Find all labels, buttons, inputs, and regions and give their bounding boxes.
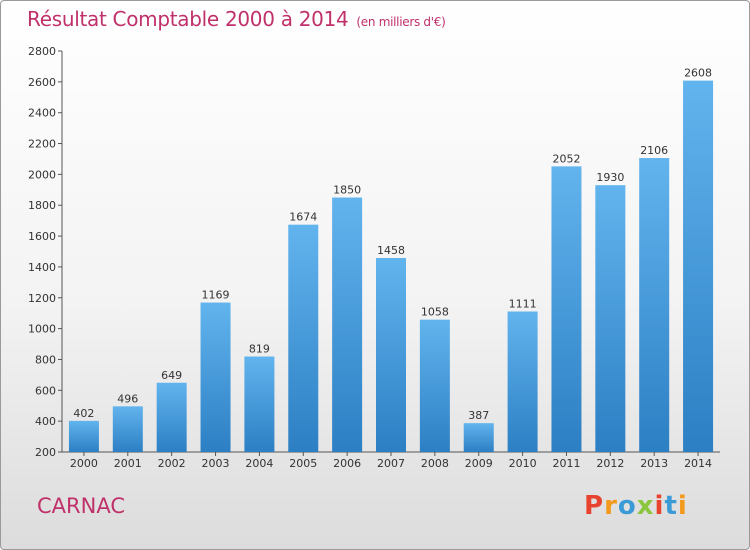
bar-2001 <box>112 406 143 452</box>
x-tick-label: 2002 <box>158 457 186 470</box>
bar-2008 <box>419 319 450 452</box>
data-label-2010: 1111 <box>509 297 537 310</box>
data-label-2014: 2608 <box>684 67 712 80</box>
bar-2002 <box>156 382 187 452</box>
bar-2003 <box>200 302 231 452</box>
x-tick-label: 2012 <box>596 457 624 470</box>
bar-2012 <box>595 185 626 452</box>
logo-letter: i <box>677 491 688 521</box>
y-tick-label: 2600 <box>28 76 56 89</box>
data-label-2013: 2106 <box>640 144 668 157</box>
y-tick-label: 2200 <box>28 138 56 151</box>
x-tick-label: 2011 <box>552 457 580 470</box>
bar-2009 <box>463 423 494 452</box>
x-tick-label: 2003 <box>202 457 230 470</box>
bar-2007 <box>376 257 406 452</box>
logo-letter: x <box>636 491 655 521</box>
data-labels: 402 496 649 1169 819 1674 1850 1458 1058 387 1111 2… <box>73 67 712 423</box>
y-tick-label: 1400 <box>28 261 56 274</box>
y-tick-label: 1000 <box>28 323 56 336</box>
y-tick-label: 200 <box>35 446 56 459</box>
y-tick-label: 2400 <box>28 107 56 120</box>
data-label-2007: 1458 <box>377 244 405 257</box>
chart-title-text: Résultat Comptable 2000 à 2014 <box>27 7 349 31</box>
data-label-2011: 2052 <box>552 152 580 165</box>
axes: 200 400 600 800 1000 1200 1400 1600 1800 2000 2200… <box>28 45 720 470</box>
bar-2010 <box>507 311 538 452</box>
data-label-2005: 1674 <box>289 211 317 224</box>
chart-subtitle: (en milliers d'€) <box>356 15 446 29</box>
x-tick-label: 2006 <box>333 457 361 470</box>
data-label-2000: 402 <box>73 407 94 420</box>
bar-2000 <box>68 420 99 452</box>
x-tick-label: 2001 <box>114 457 142 470</box>
logo-letter: t <box>664 491 678 521</box>
y-tick-label: 600 <box>35 384 56 397</box>
x-tick-label: 2005 <box>289 457 317 470</box>
city-name: CARNAC <box>37 494 125 518</box>
x-tick-label: 2004 <box>245 457 273 470</box>
x-tick-label: 2013 <box>640 457 668 470</box>
x-tick-label: 2007 <box>377 457 405 470</box>
data-label-2003: 1169 <box>202 289 230 302</box>
data-label-2012: 1930 <box>596 171 624 184</box>
bar-2005 <box>288 224 319 452</box>
x-tick-label: 2010 <box>509 457 537 470</box>
bar-2014 <box>683 80 714 452</box>
data-label-2002: 649 <box>161 369 182 382</box>
logo-letter: i <box>654 491 665 521</box>
y-tick-label: 1200 <box>28 292 56 305</box>
y-tick-label: 2800 <box>28 45 56 58</box>
data-label-2006: 1850 <box>333 184 361 197</box>
bars <box>68 80 714 453</box>
y-tick-label: 2000 <box>28 168 56 181</box>
x-tick-label: 2008 <box>421 457 449 470</box>
data-label-2001: 496 <box>117 392 138 405</box>
logo-letter: P <box>584 491 605 521</box>
logo-letter: r <box>604 491 618 521</box>
x-tick-label: 2014 <box>684 457 712 470</box>
data-label-2008: 1058 <box>421 306 449 319</box>
bar-2006 <box>332 197 363 452</box>
x-tick-label: 2009 <box>465 457 493 470</box>
bar-2013 <box>639 158 670 453</box>
proxiti-logo: Proxiti <box>584 491 688 521</box>
data-label-2004: 819 <box>249 343 270 356</box>
bar-2004 <box>244 356 275 452</box>
x-tick-label: 2000 <box>70 457 98 470</box>
y-tick-label: 1800 <box>28 199 56 212</box>
y-tick-label: 1600 <box>28 230 56 243</box>
bar-2011 <box>551 166 582 452</box>
data-label-2009: 387 <box>468 409 489 422</box>
y-tick-label: 400 <box>35 415 56 428</box>
logo-letter: o <box>617 491 637 521</box>
chart-title: Résultat Comptable 2000 à 2014 (en millie… <box>27 7 446 31</box>
y-tick-label: 800 <box>35 353 56 366</box>
